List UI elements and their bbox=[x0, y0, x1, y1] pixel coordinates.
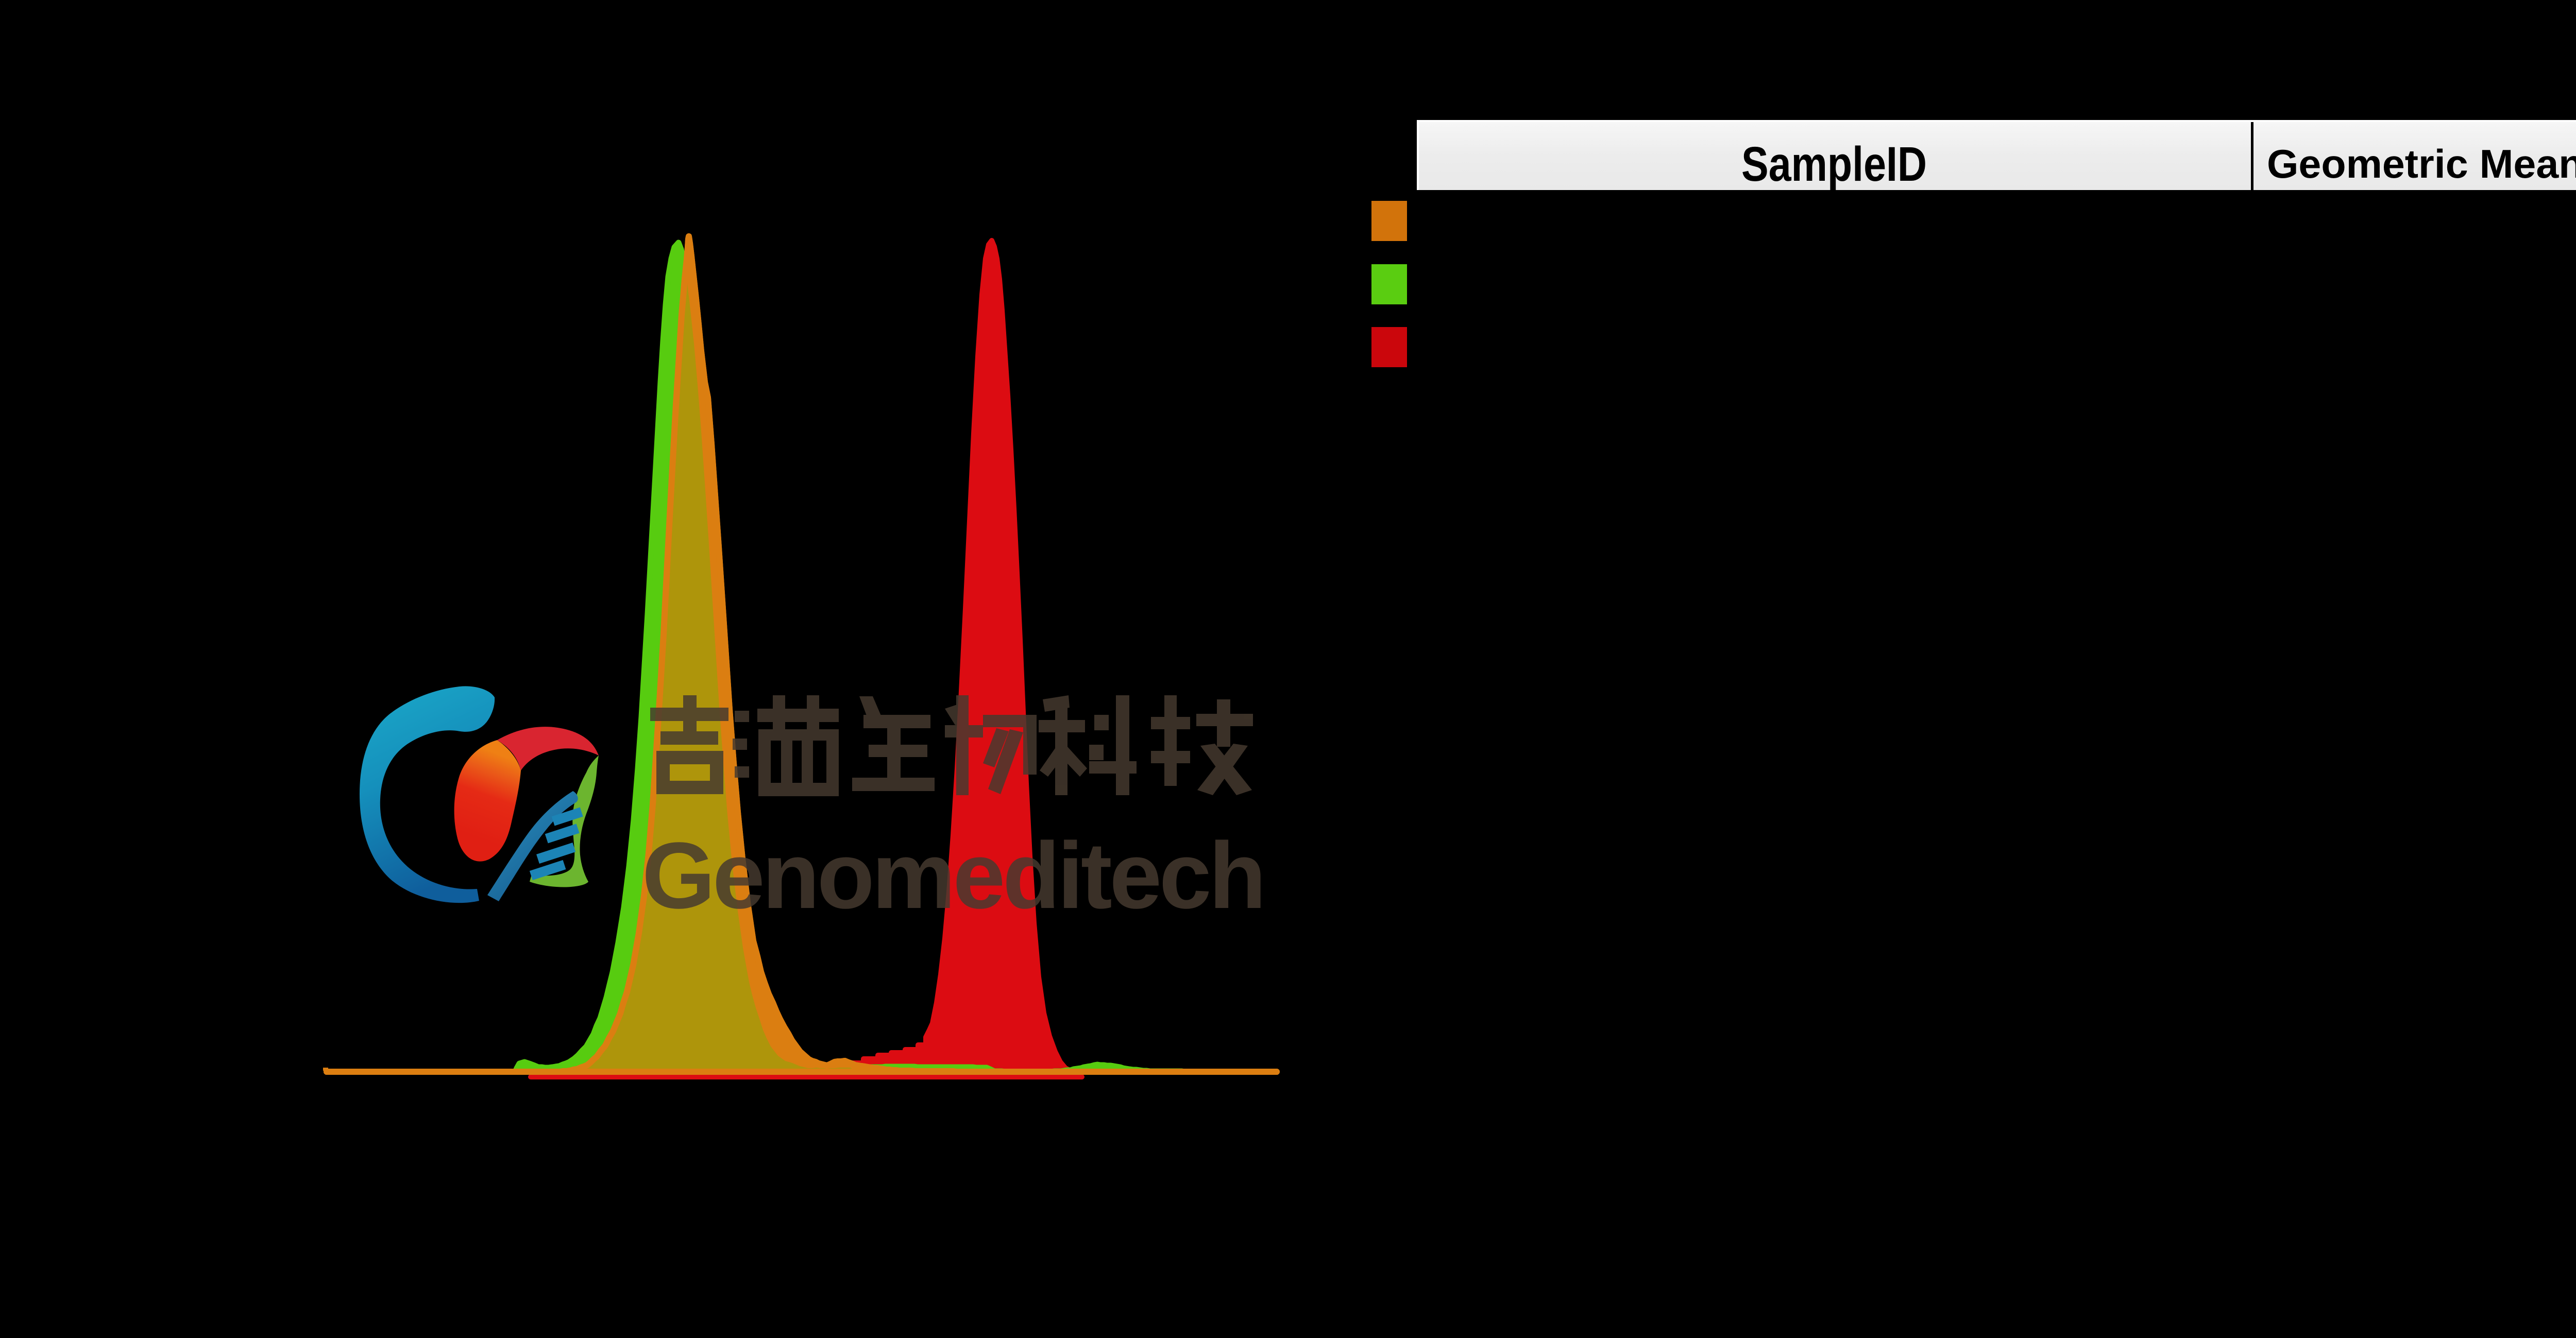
svg-text:SampleID: SampleID bbox=[1741, 137, 1927, 192]
svg-text:Geometric Mean : FL11-H: Geometric Mean : FL11-H bbox=[2267, 141, 2576, 186]
svg-text:Genomeditech: Genomeditech bbox=[642, 822, 1266, 928]
